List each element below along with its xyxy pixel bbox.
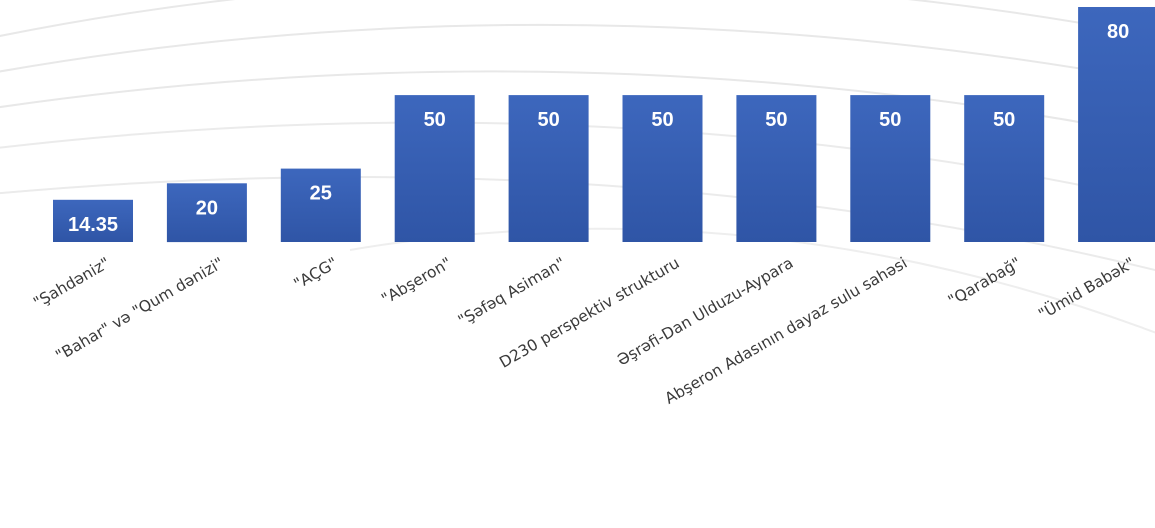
x-tick-label-3: "AÇG": [291, 254, 341, 293]
bar-5: [508, 95, 589, 242]
data-label-1: 14.35: [68, 214, 118, 236]
bar-8: [850, 95, 931, 242]
data-labels-group: 14.35 20 25 50 50 50 50 50 50 80: [68, 21, 1129, 236]
x-tick-label-6: D230 perspektiv strukturu: [496, 254, 682, 372]
bars-group: [53, 7, 1155, 243]
x-tick-label-7: Əşrəfi-Dan Ulduzu-Aypara: [614, 254, 796, 370]
data-label-6: 50: [651, 109, 673, 131]
x-tick-label-4: "Abşeron": [378, 254, 454, 308]
data-label-3: 25: [310, 183, 332, 205]
bar-7: [736, 95, 817, 242]
data-label-8: 50: [879, 109, 901, 131]
x-tick-label-9: "Qarabağ": [945, 254, 1024, 310]
data-label-4: 50: [424, 109, 446, 131]
bar-10: [1078, 7, 1155, 242]
x-tick-label-5: "Şəfəq Asiman": [455, 254, 569, 330]
bar-6: [622, 95, 703, 242]
bar-4: [394, 95, 475, 242]
data-label-5: 50: [537, 109, 559, 131]
bar-9: [964, 95, 1045, 242]
data-label-7: 50: [765, 109, 787, 131]
x-tick-label-10: "Ümid Babək": [1035, 253, 1138, 324]
bar-2: [166, 183, 247, 243]
bar-1: [53, 199, 133, 242]
data-label-9: 50: [993, 109, 1015, 131]
x-tick-label-8: Abşeron Adasının dayaz sulu sahəsi: [662, 254, 911, 408]
data-label-2: 20: [196, 197, 218, 219]
x-tick-label-1: "Şahdəniz": [30, 254, 113, 312]
data-label-10: 80: [1107, 21, 1129, 43]
bar-3: [280, 168, 361, 242]
